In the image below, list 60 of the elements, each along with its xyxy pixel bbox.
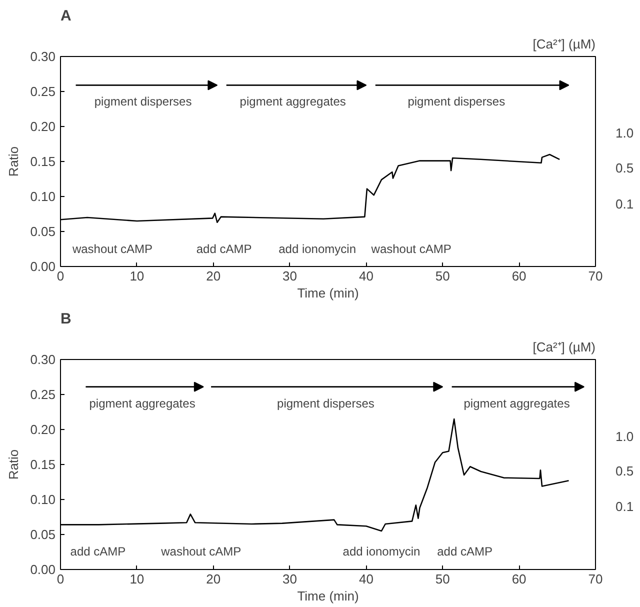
- x-tick-label: 30: [282, 572, 298, 586]
- x-tick-label: 30: [282, 268, 298, 284]
- y-tick-label: 0.05: [30, 527, 56, 542]
- text: 0.1: [616, 499, 634, 514]
- text: 1.0: [616, 125, 634, 140]
- x-tick-label: 40: [358, 268, 374, 284]
- chart-title: B: [60, 310, 72, 328]
- annotation: pigment disperses: [94, 94, 192, 108]
- annotation: pigment disperses: [408, 94, 506, 108]
- annotation: add ionomycin: [278, 242, 356, 256]
- x-tick-label: 40: [358, 572, 374, 586]
- y-tick-label: 0.05: [30, 224, 56, 239]
- x-tick-label: 0: [56, 268, 64, 284]
- text: 0.1: [616, 196, 634, 212]
- y-tick-label: 0.20: [30, 422, 56, 437]
- annotation: pigment aggregates: [464, 396, 570, 411]
- line-series: [60, 418, 570, 532]
- x-tick-label: 60: [512, 268, 526, 284]
- y-tick-label: 0.10: [30, 189, 56, 204]
- y-tick-label: 0.25: [30, 387, 56, 402]
- x-tick-label: 10: [130, 572, 144, 586]
- x-tick-label: 50: [435, 572, 450, 586]
- y2-axis-title: [Ca²⁺] (µM): [532, 340, 596, 354]
- line-series: [60, 154, 560, 224]
- annotation: pigment aggregates: [240, 94, 346, 108]
- x-tick-label: 20: [206, 268, 221, 284]
- x-axis-title: Time (min): [297, 588, 359, 604]
- annotation: washout cAMP: [71, 242, 152, 256]
- x-tick-label: 60: [512, 572, 526, 586]
- x-tick-label: 20: [206, 572, 221, 586]
- y-tick-label: 0.25: [30, 84, 56, 99]
- annotation: add cAMP: [70, 544, 126, 558]
- chart-title: A: [60, 8, 72, 24]
- annotation: pigment disperses: [277, 396, 374, 411]
- annotation: washout cAMP: [160, 544, 242, 558]
- x-tick-label: 0: [56, 572, 64, 586]
- x-axis-title: Time (min): [297, 286, 359, 300]
- x-tick-label: 70: [588, 572, 603, 586]
- y-tick-label: 0.30: [30, 352, 56, 367]
- x-tick-label: 50: [435, 268, 450, 284]
- y-tick-label: 0.15: [30, 154, 56, 169]
- y-tick-label: 0.00: [30, 259, 56, 274]
- annotation: add cAMP: [437, 544, 492, 558]
- y2-axis-title: [Ca²⁺] (µM): [532, 36, 596, 52]
- text: 1.0: [616, 429, 634, 444]
- y-tick-label: 0.10: [30, 492, 56, 507]
- annotation: pigment aggregates: [89, 396, 196, 411]
- annotation: add cAMP: [196, 242, 252, 256]
- y-axis-title: Ratio: [6, 449, 22, 480]
- y-tick-label: 0.00: [30, 562, 56, 577]
- annotation: washout cAMP: [370, 242, 452, 256]
- y-tick-label: 0.30: [30, 49, 56, 64]
- annotation: add ionomycin: [342, 544, 420, 558]
- text: 0.5: [616, 463, 634, 478]
- x-tick-label: 70: [588, 268, 603, 284]
- y-tick-label: 0.15: [30, 457, 56, 472]
- y-axis-title: Ratio: [6, 146, 22, 177]
- x-tick-label: 10: [130, 268, 144, 284]
- y-tick-label: 0.20: [30, 119, 56, 134]
- text: 0.5: [616, 160, 634, 176]
